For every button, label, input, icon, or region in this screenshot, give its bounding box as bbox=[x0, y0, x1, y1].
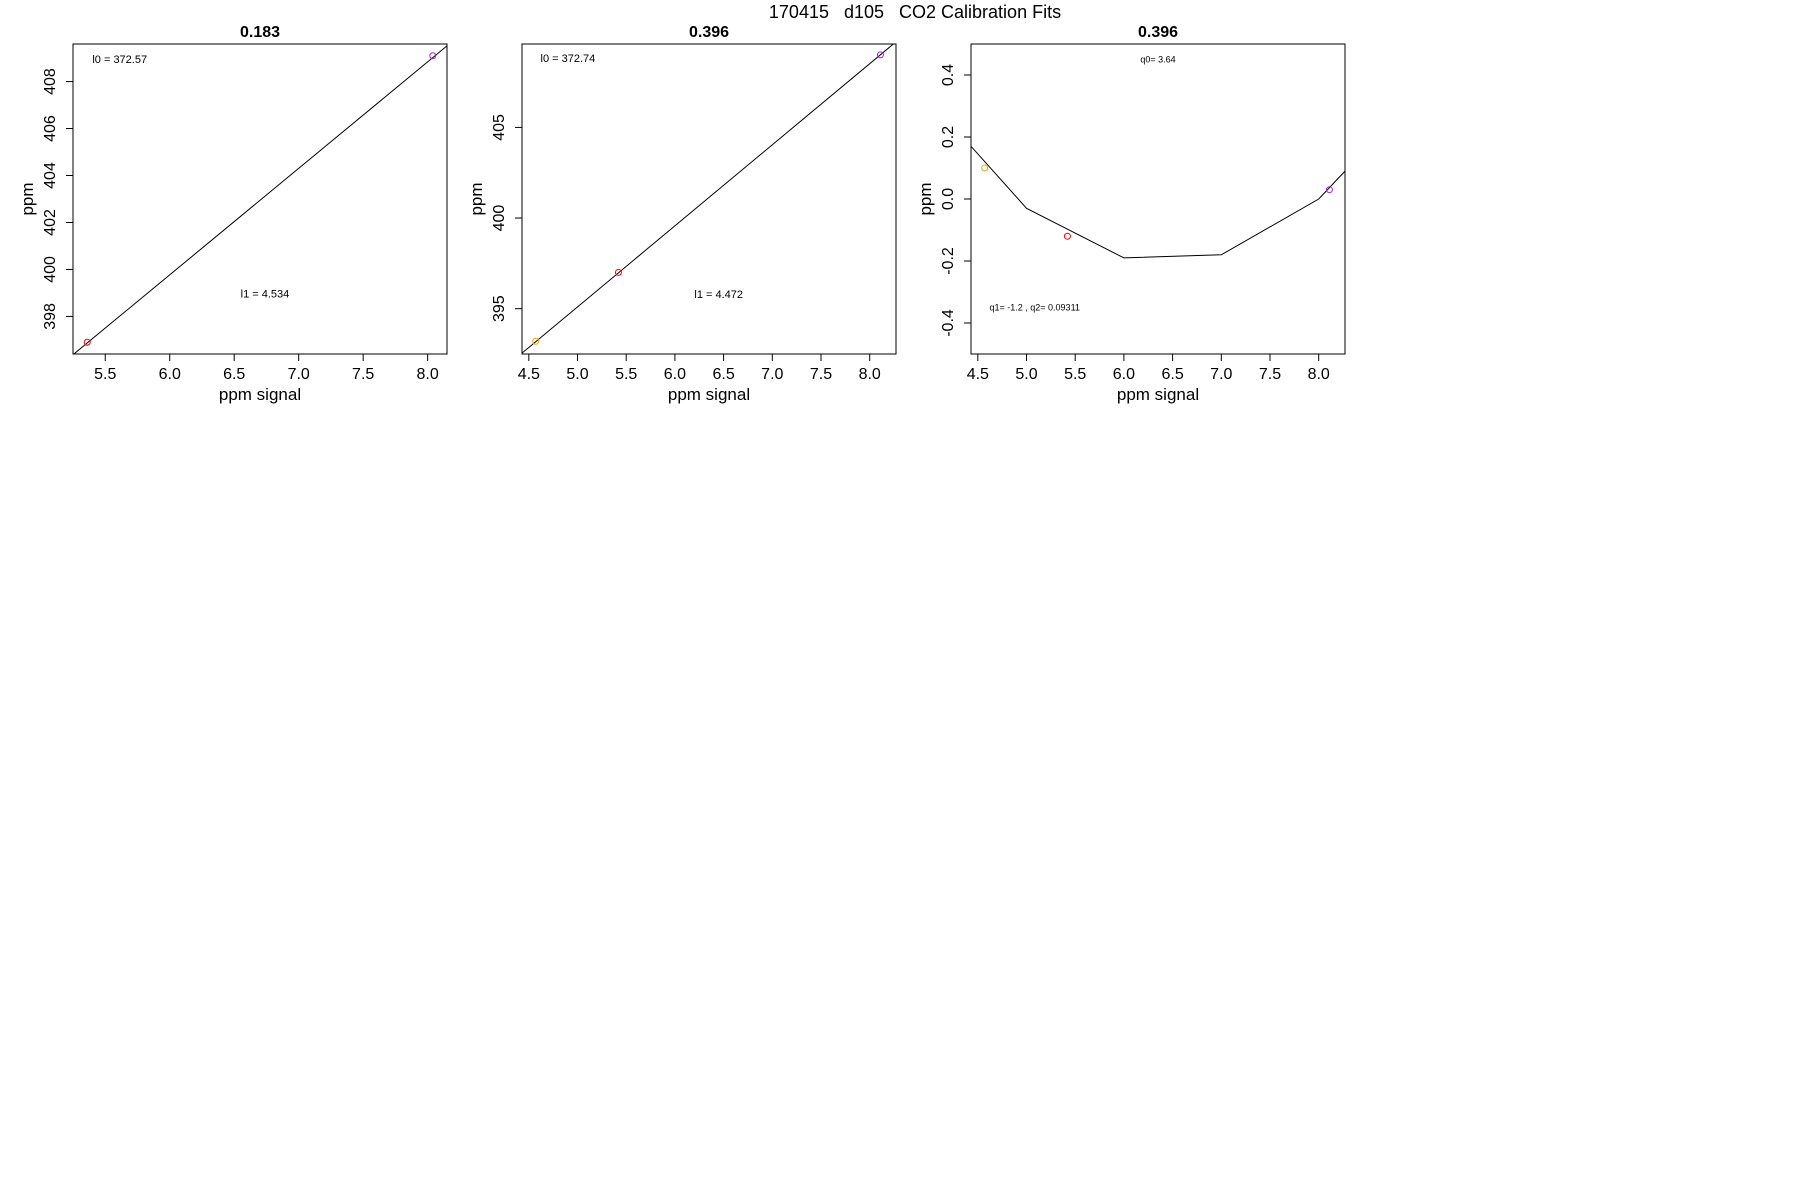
x-tick-label: 7.5 bbox=[352, 366, 374, 383]
y-tick-label: 400 bbox=[491, 205, 508, 232]
y-tick-label: 402 bbox=[42, 209, 59, 236]
x-tick-label: 5.5 bbox=[94, 366, 116, 383]
data-point bbox=[532, 337, 540, 345]
chart-title: 0.396 bbox=[689, 24, 729, 41]
x-tick-label: 8.0 bbox=[859, 366, 881, 383]
plot-frame bbox=[72, 43, 448, 355]
fit-line bbox=[522, 44, 895, 354]
y-tick-label: 398 bbox=[42, 303, 59, 330]
x-tick-label: 6.5 bbox=[223, 366, 245, 383]
y-axis-label: ppm bbox=[467, 182, 486, 215]
chart-panel-2: 0.396 4.5 5.0 5.5 6.0 6.5 7.0 7.5 8.0 ppm signal 3… bbox=[467, 24, 897, 404]
fit-annotation-l1: l1 = 4.534 bbox=[241, 289, 290, 301]
x-tick-label: 7.0 bbox=[1210, 366, 1232, 383]
x-tick-label: 7.0 bbox=[761, 366, 783, 383]
y-tick-label: 406 bbox=[42, 115, 59, 142]
y-axis-label: ppm bbox=[18, 182, 37, 215]
fit-annotation-l0: l0 = 372.57 bbox=[92, 54, 147, 66]
x-tick-label: 5.5 bbox=[615, 366, 637, 383]
x-axis-label: ppm signal bbox=[219, 385, 301, 404]
data-point bbox=[1063, 232, 1071, 240]
fit-annotation-q0: q0= 3.64 bbox=[1140, 55, 1175, 65]
x-tick-label: 4.5 bbox=[518, 366, 540, 383]
y-tick-label: 405 bbox=[491, 114, 508, 141]
x-tick-label: 5.0 bbox=[1015, 366, 1037, 383]
x-tick-label: 8.0 bbox=[417, 366, 439, 383]
data-point bbox=[981, 164, 989, 172]
chart-title: 0.183 bbox=[240, 24, 280, 41]
x-tick-label: 7.5 bbox=[1259, 366, 1281, 383]
y-axis-label: ppm bbox=[916, 182, 935, 215]
fit-line bbox=[971, 145, 1345, 259]
x-tick-label: 4.5 bbox=[967, 366, 989, 383]
x-tick-label: 7.0 bbox=[288, 366, 310, 383]
x-tick-label: 6.0 bbox=[159, 366, 181, 383]
data-point bbox=[876, 51, 884, 59]
x-tick-label: 6.0 bbox=[1113, 366, 1135, 383]
chart-panel-1: 0.183 5.5 6.0 6.5 7.0 7.5 8.0 ppm signal 398 400 4… bbox=[18, 24, 448, 404]
data-point bbox=[614, 268, 622, 276]
plot-frame bbox=[521, 43, 897, 355]
fit-annotation-l1: l1 = 4.472 bbox=[694, 289, 743, 301]
x-tick-label: 5.0 bbox=[566, 366, 588, 383]
x-axis-label: ppm signal bbox=[1117, 385, 1199, 404]
y-tick-label: 0.4 bbox=[940, 64, 957, 86]
y-tick-label: 0.2 bbox=[940, 126, 957, 148]
data-point bbox=[1325, 186, 1333, 194]
chart-panel-3: 0.396 4.5 5.0 5.5 6.0 6.5 7.0 7.5 8.0 ppm signal -… bbox=[916, 24, 1346, 404]
x-tick-label: 6.5 bbox=[1161, 366, 1183, 383]
y-tick-label: -0.4 bbox=[940, 309, 957, 337]
data-point bbox=[83, 338, 91, 346]
x-tick-label: 8.0 bbox=[1308, 366, 1330, 383]
figure-title: 170415 d105 CO2 Calibration Fits bbox=[769, 2, 1061, 22]
y-tick-label: 408 bbox=[42, 68, 59, 95]
y-tick-label: 400 bbox=[42, 256, 59, 283]
x-axis-label: ppm signal bbox=[668, 385, 750, 404]
x-tick-label: 6.0 bbox=[664, 366, 686, 383]
x-tick-label: 7.5 bbox=[810, 366, 832, 383]
y-tick-label: -0.2 bbox=[940, 247, 957, 275]
x-tick-label: 5.5 bbox=[1064, 366, 1086, 383]
y-tick-label: 0.0 bbox=[940, 188, 957, 210]
fit-annotation-q12: q1= -1.2 , q2= 0.09311 bbox=[990, 303, 1080, 313]
x-tick-label: 6.5 bbox=[712, 366, 734, 383]
fit-line bbox=[73, 45, 447, 354]
fit-annotation-l0: l0 = 372.74 bbox=[541, 53, 596, 65]
data-point bbox=[429, 52, 437, 60]
y-tick-label: 395 bbox=[491, 295, 508, 322]
y-tick-label: 404 bbox=[42, 162, 59, 189]
chart-title: 0.396 bbox=[1138, 24, 1178, 41]
